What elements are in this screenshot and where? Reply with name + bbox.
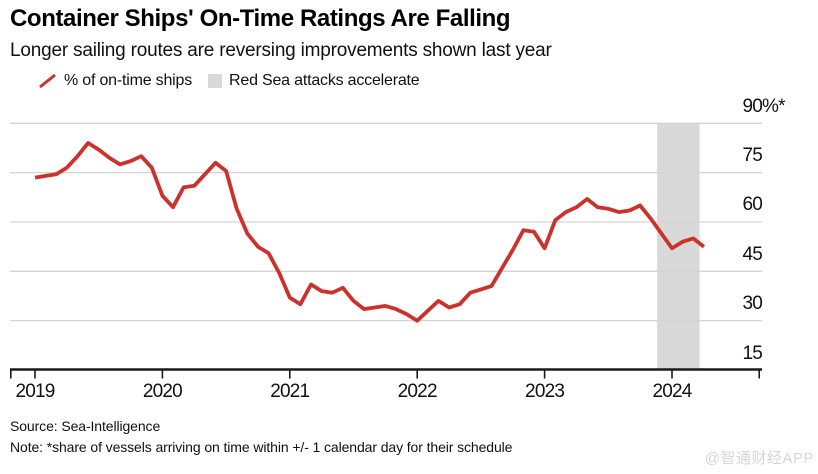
- y-axis-label: 45: [742, 243, 762, 265]
- legend-label-red-sea: Red Sea attacks accelerate: [229, 72, 420, 89]
- y-axis-label-suffix: %*: [762, 95, 785, 117]
- note-text: Note: *share of vessels arriving on time…: [10, 439, 513, 455]
- legend-label-on-time-ships: % of on-time ships: [64, 72, 193, 89]
- y-axis-label: 75: [742, 145, 762, 167]
- y-axis-label-number: 90: [742, 95, 762, 117]
- gray-square-icon: [208, 74, 223, 88]
- x-axis-label: 2019: [15, 381, 55, 402]
- x-axis-label: 2020: [142, 381, 183, 402]
- legend: % of on-time ships Red Sea attacks accel…: [38, 72, 420, 90]
- x-axis-label: 2024: [652, 381, 692, 402]
- x-axis-label: 2023: [525, 381, 565, 402]
- red-slash-icon: [39, 73, 56, 89]
- series-line: [34, 141, 706, 323]
- chart-title: Container Ships' On-Time Ratings Are Fal…: [10, 5, 511, 32]
- gray-square-rect: [208, 74, 223, 88]
- source-text: Source: Sea-Intelligence: [10, 418, 161, 434]
- chart-subtitle: Longer sailing routes are reversing impr…: [10, 40, 552, 61]
- y-axis-label: 30: [742, 293, 762, 315]
- y-axis-label: 60: [742, 194, 762, 216]
- y-axis-label: 90 %*: [742, 95, 785, 118]
- legend-item-on-time-ships: % of on-time ships: [38, 72, 192, 90]
- legend-item-red-sea: Red Sea attacks accelerate: [208, 72, 420, 90]
- x-axis-label: 2022: [397, 381, 438, 402]
- red-slash-line: [39, 73, 56, 89]
- x-axis-label: 2021: [270, 381, 310, 402]
- watermark: @智通财经APP: [704, 450, 814, 467]
- y-axis-label: 15: [742, 342, 762, 364]
